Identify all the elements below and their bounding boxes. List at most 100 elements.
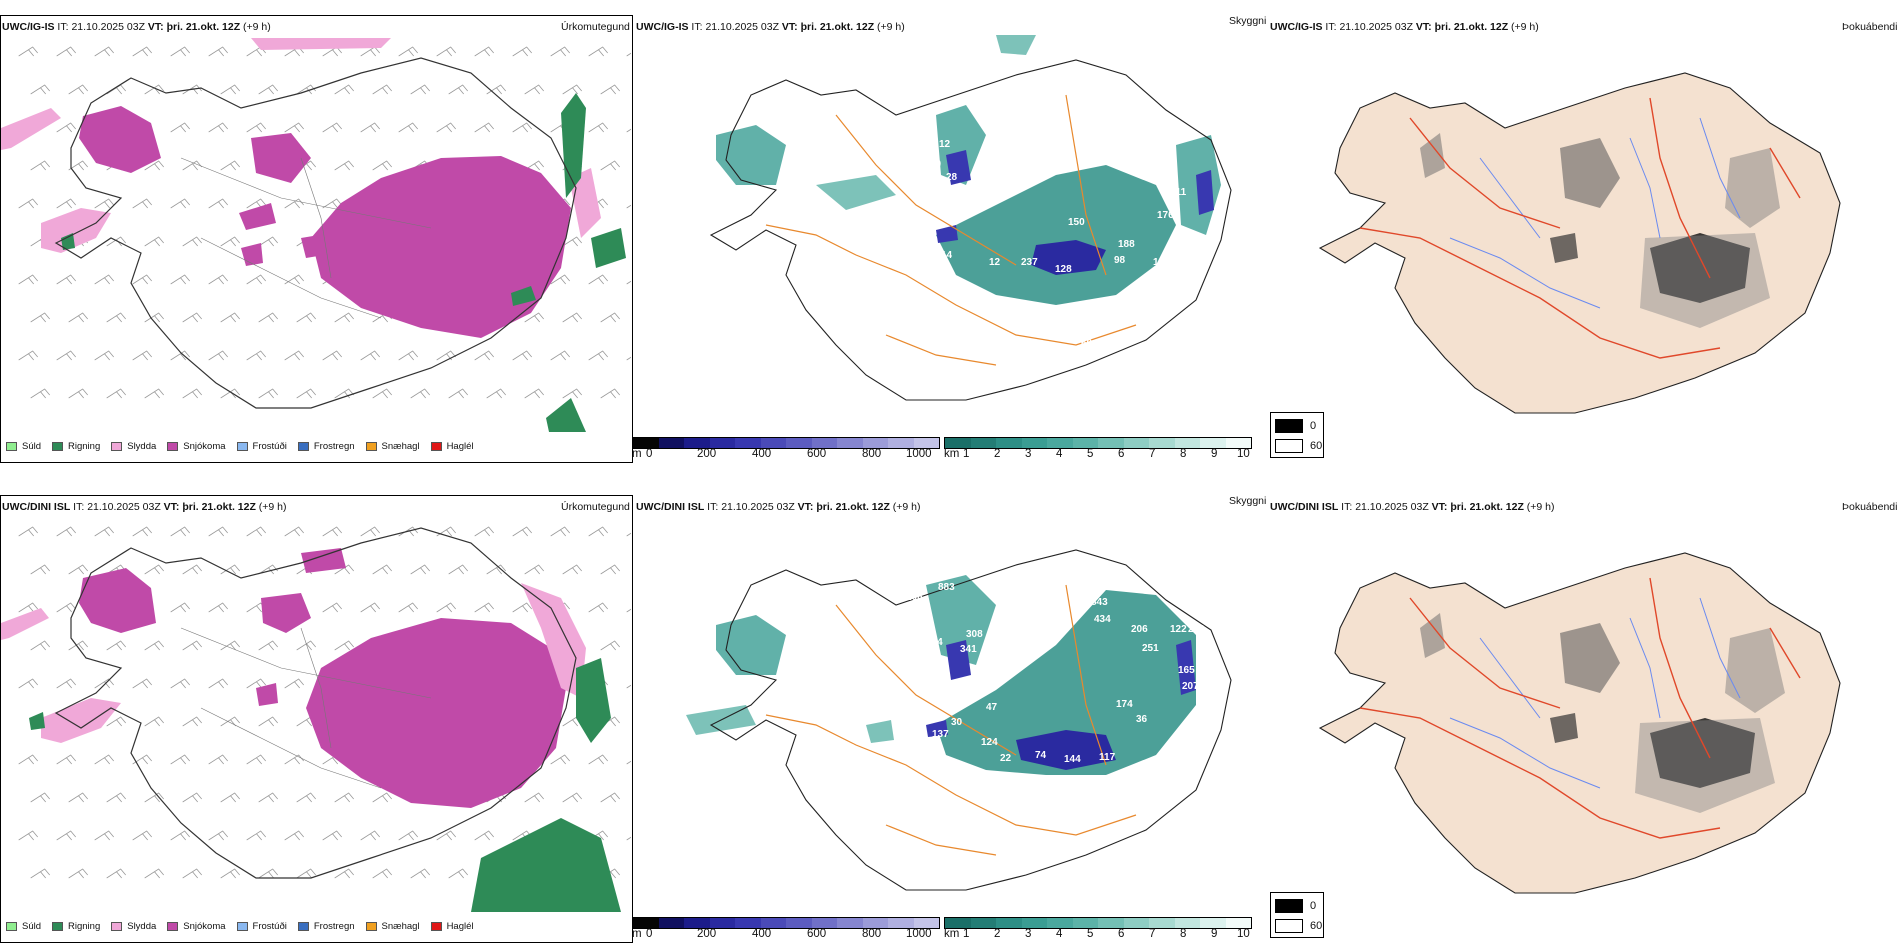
time-offset: (+9 h) bbox=[243, 21, 271, 33]
scale-m-tick: 1000 bbox=[906, 928, 932, 940]
wind-barb bbox=[94, 198, 114, 209]
wind-barb bbox=[208, 46, 228, 57]
vt-time: þri. 21.okt. 12Z bbox=[816, 501, 890, 513]
low-visibility-m bbox=[926, 640, 1196, 770]
wind-barb bbox=[398, 830, 418, 841]
wind-barb bbox=[220, 312, 240, 323]
precip-map bbox=[1, 38, 631, 432]
wind-barb bbox=[258, 640, 278, 651]
visibility-value-label: 211 bbox=[1170, 187, 1187, 198]
wind-barb bbox=[410, 388, 430, 399]
scale-km-unit: km bbox=[944, 928, 960, 940]
wind-barb bbox=[562, 236, 582, 247]
wind-barb bbox=[258, 312, 278, 323]
wind-barb bbox=[512, 46, 532, 57]
wind-barb bbox=[436, 526, 456, 537]
wind-barb bbox=[144, 312, 164, 323]
visibility-value-label: 434 bbox=[1094, 614, 1111, 625]
wind-barb bbox=[68, 564, 88, 575]
wind-barb bbox=[68, 312, 88, 323]
wind-barb bbox=[170, 830, 190, 841]
wind-barb bbox=[68, 84, 88, 95]
wind-barb bbox=[448, 868, 468, 879]
legend-item-freezing-drizzle: Frostúði bbox=[236, 921, 287, 932]
wind-barb bbox=[170, 198, 190, 209]
wind-barb bbox=[68, 868, 88, 879]
wind-barb bbox=[626, 684, 631, 689]
wind-barb bbox=[398, 122, 418, 133]
wind-barb bbox=[132, 830, 152, 841]
panel-title: Úrkomutegund bbox=[561, 501, 630, 513]
visibility-value-label: 207 bbox=[1182, 681, 1199, 692]
visibility-value-label: 122 bbox=[1170, 624, 1187, 635]
wind-barb bbox=[372, 388, 392, 399]
wind-barb bbox=[30, 84, 50, 95]
wind-barb bbox=[208, 754, 228, 765]
scale-m-tick: 1000 bbox=[906, 448, 932, 460]
wind-barb bbox=[246, 122, 266, 133]
visibility-value-label: 1 bbox=[760, 241, 766, 252]
scale-km-tick: 10 bbox=[1237, 448, 1250, 460]
panel-title: Skyggni bbox=[1229, 15, 1267, 27]
legend-swatch bbox=[167, 922, 179, 931]
wind-barb bbox=[106, 388, 126, 399]
legend-swatch bbox=[6, 922, 17, 931]
wind-barb bbox=[410, 564, 430, 575]
wind-barb bbox=[600, 640, 620, 651]
visibility-value-label: 157 bbox=[1156, 157, 1173, 168]
wind-barb bbox=[132, 754, 152, 765]
visibility-value-label: 60 bbox=[1081, 338, 1093, 349]
wind-barb bbox=[144, 160, 164, 171]
wind-barb bbox=[208, 274, 228, 285]
panel-header: UWC/IG-IS IT: 21.10.2025 03Z VT: þri. 21… bbox=[2, 21, 271, 33]
legend-item-snow: Snjókoma bbox=[167, 921, 226, 932]
visibility-value-label: 82 bbox=[701, 265, 713, 276]
rain-area bbox=[29, 658, 621, 912]
visibility-value-label: 174 bbox=[1116, 699, 1133, 710]
legend-swatch bbox=[430, 442, 442, 451]
wind-barb bbox=[360, 830, 380, 841]
wind-barb bbox=[144, 388, 164, 399]
wind-barb bbox=[296, 312, 316, 323]
visibility-value-label: 10 bbox=[930, 159, 942, 170]
visibility-value-label: 28 bbox=[946, 172, 958, 183]
wind-barb bbox=[284, 122, 304, 133]
wind-barb bbox=[524, 312, 544, 323]
legend-swatch bbox=[111, 922, 123, 931]
vt-time: þri. 21.okt. 12Z bbox=[800, 21, 875, 33]
visibility-value-label: 36 bbox=[1136, 714, 1148, 725]
visibility-value-label: 176 bbox=[1157, 210, 1174, 221]
wind-barb bbox=[30, 160, 50, 171]
wind-barb bbox=[106, 84, 126, 95]
fog-key-row: 60 bbox=[1275, 439, 1322, 453]
fog-key: 0 60 bbox=[1270, 412, 1324, 458]
wind-barb bbox=[588, 274, 608, 285]
wind-barb bbox=[258, 84, 278, 95]
wind-barb bbox=[182, 716, 202, 727]
scale-km-tick: 7 bbox=[1149, 448, 1156, 460]
wind-barb bbox=[182, 640, 202, 651]
wind-barb bbox=[56, 754, 76, 765]
wind-barb bbox=[296, 792, 316, 803]
time-offset: (+9 h) bbox=[1526, 501, 1555, 513]
scale-km-tick: 2 bbox=[994, 928, 1001, 940]
vt-time: þri. 21.okt. 12Z bbox=[1450, 501, 1524, 513]
visibility-value-label: 251 bbox=[1142, 643, 1159, 654]
wind-barb bbox=[448, 564, 468, 575]
wind-barb bbox=[144, 640, 164, 651]
wind-barb bbox=[334, 160, 354, 171]
it-time: 21.10.2025 03Z bbox=[1355, 501, 1429, 513]
wind-barb bbox=[322, 602, 342, 613]
wind-barb bbox=[106, 312, 126, 323]
legend-label: Rigning bbox=[68, 441, 101, 452]
scale-m-tick: 600 bbox=[807, 448, 827, 460]
wind-barb bbox=[550, 46, 570, 57]
wind-barb bbox=[56, 830, 76, 841]
scale-km-tick: 3 bbox=[1025, 448, 1032, 460]
wind-barb bbox=[360, 602, 380, 613]
scale-km-tick: 10 bbox=[1237, 928, 1250, 940]
iceland-coastline bbox=[709, 549, 1232, 891]
visibility-value-label: 843 bbox=[1091, 597, 1108, 608]
